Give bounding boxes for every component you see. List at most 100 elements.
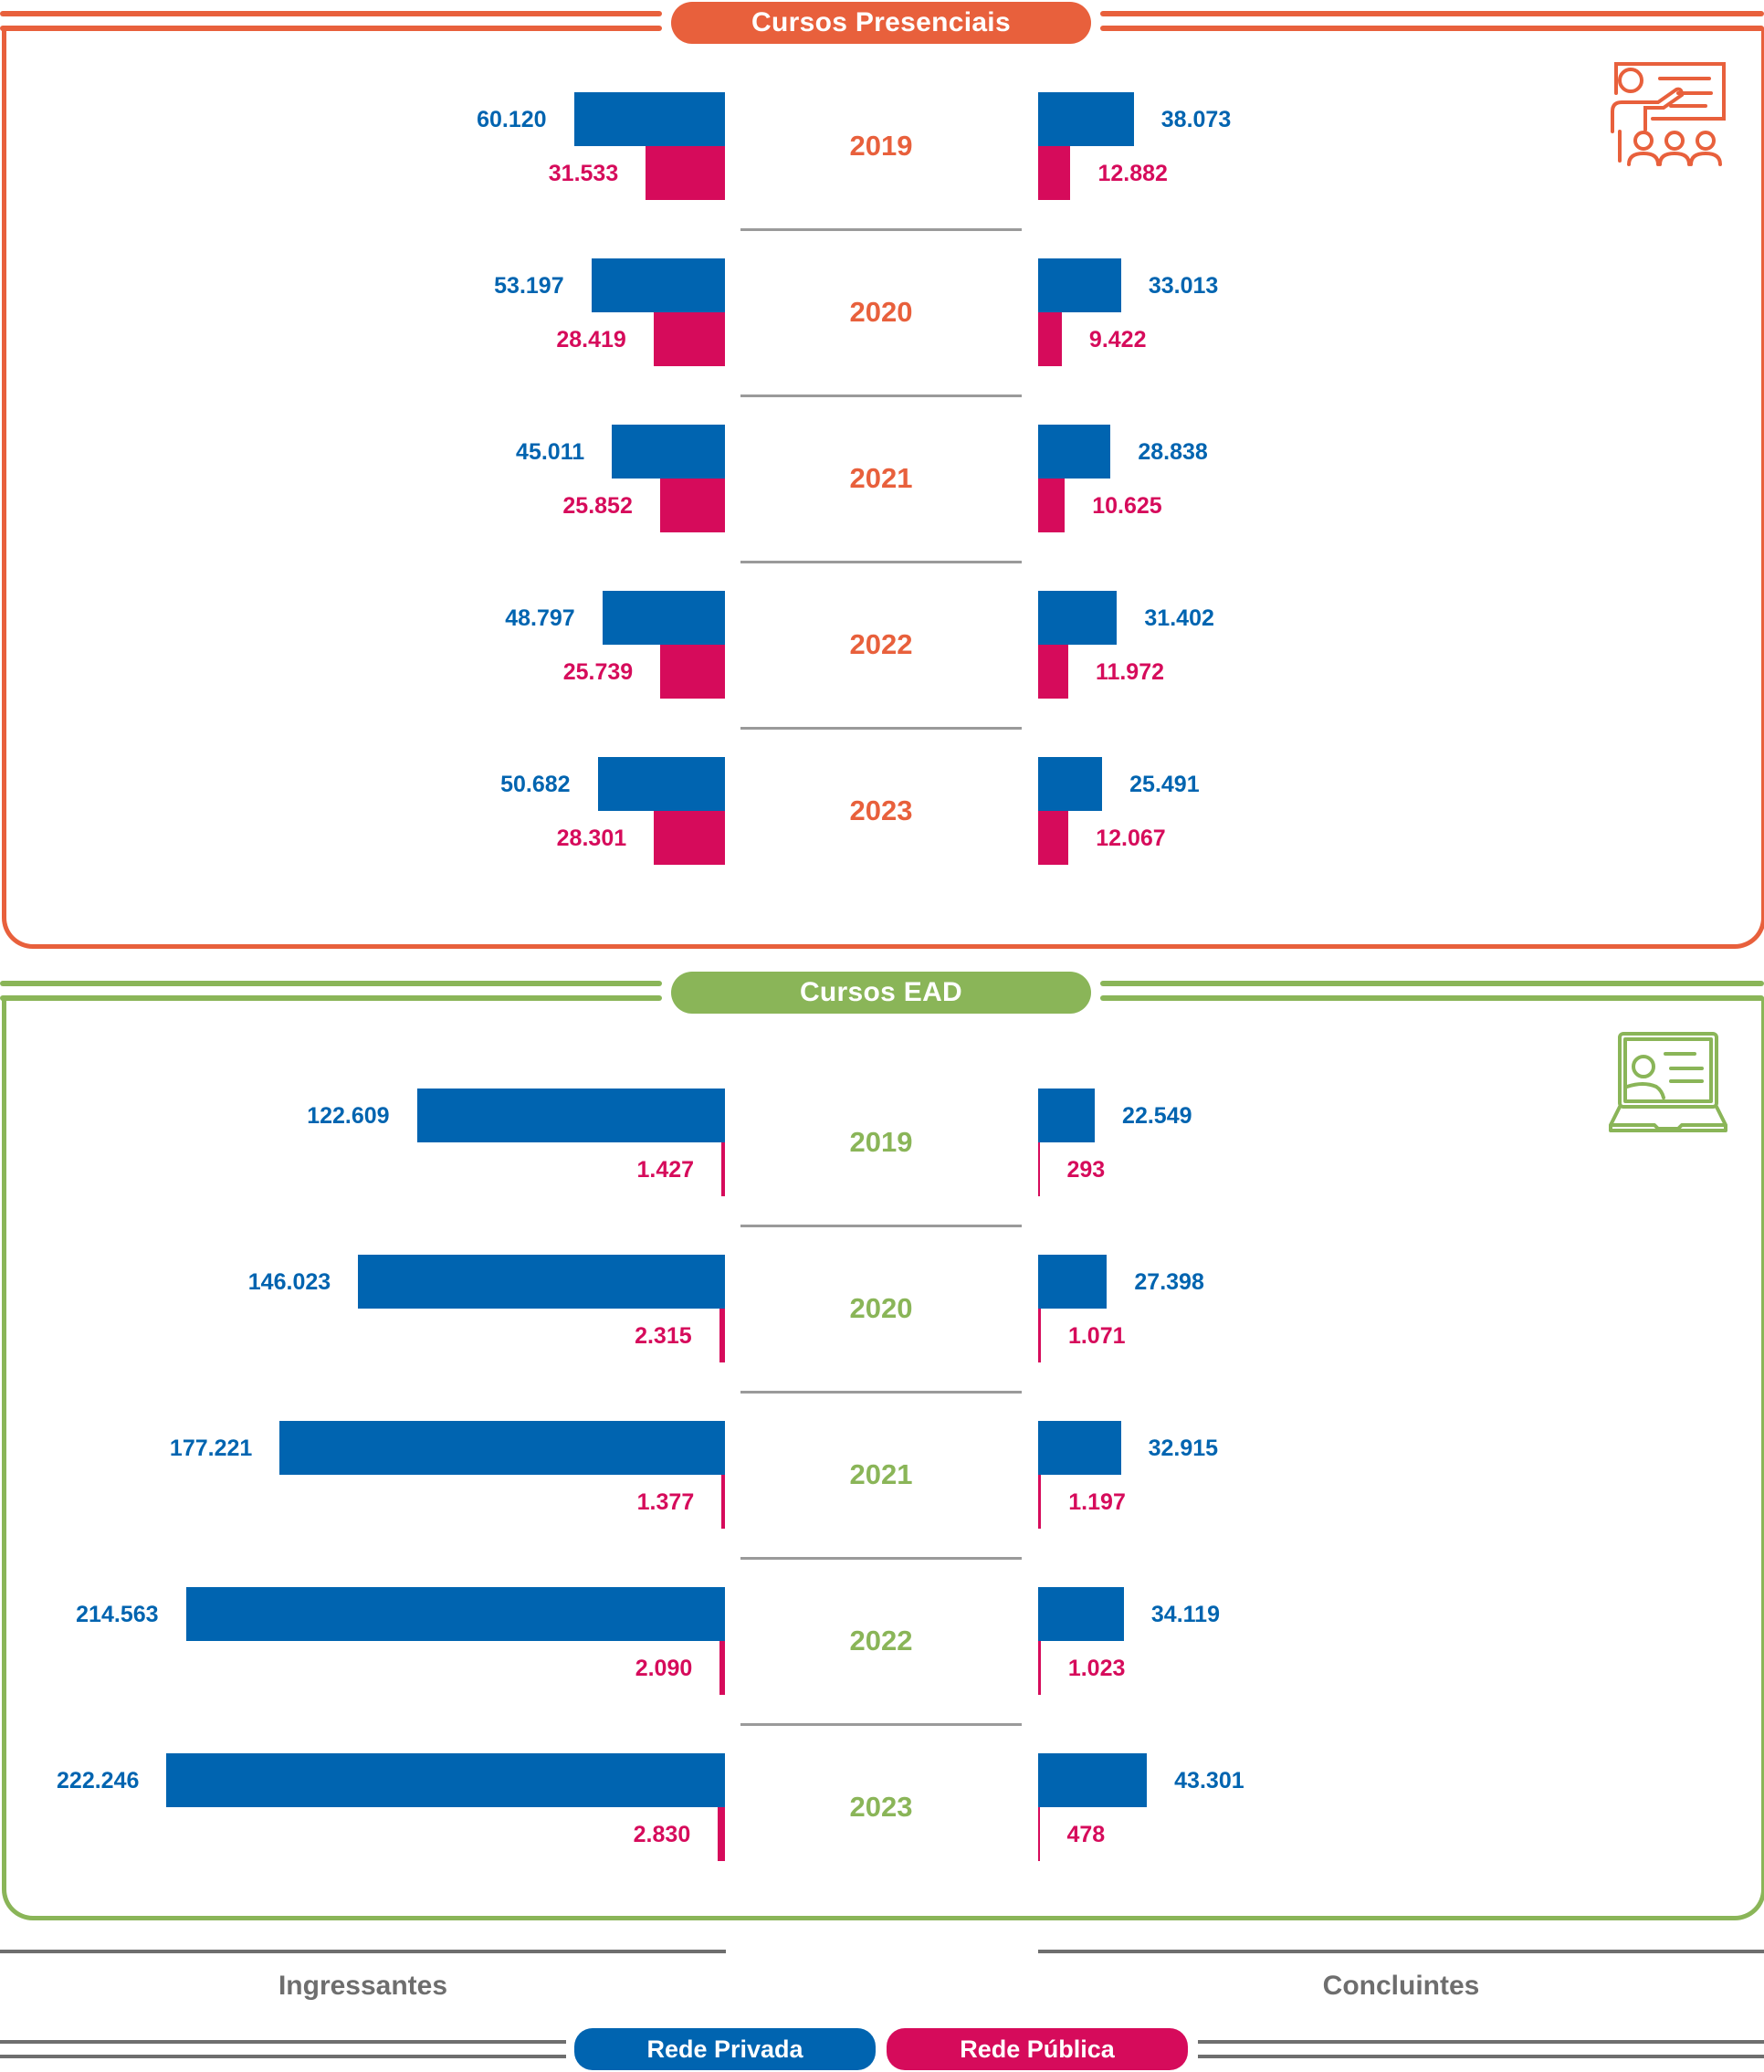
- label-concluintes-publica: 1.071: [1067, 1322, 1126, 1349]
- label-ingressantes-publica: 28.301: [556, 825, 627, 851]
- laptop-video-call-icon: [1609, 1032, 1727, 1132]
- label-ingressantes-publica: 2.315: [635, 1322, 692, 1349]
- label-ingressantes-privada: 48.797: [505, 605, 575, 631]
- row-separator: [740, 727, 1022, 730]
- row-separator: [740, 561, 1022, 563]
- label-concluintes-publica: 9.422: [1088, 326, 1147, 352]
- label-ingressantes-publica: 25.852: [562, 492, 633, 519]
- section-frame: [2, 997, 1764, 1920]
- label-ingressantes-publica: 28.419: [556, 326, 626, 352]
- bar-concluintes-publica: [1038, 1142, 1040, 1196]
- label-ingressantes-privada: 146.023: [247, 1268, 331, 1295]
- concluintes-label: Concluintes: [1322, 1971, 1480, 2001]
- label-ingressantes-privada: 53.197: [494, 272, 564, 299]
- bar-concluintes-publica: [1038, 312, 1062, 366]
- bar-ingressantes-privada: [279, 1421, 725, 1475]
- label-concluintes-privada: 34.119: [1150, 1601, 1220, 1627]
- label-ingressantes-privada: 60.120: [477, 106, 547, 132]
- legend-line: [0, 2040, 566, 2044]
- year-label: 2021: [849, 1458, 913, 1490]
- bar-concluintes-privada: [1038, 1421, 1121, 1475]
- header-line: [1100, 995, 1764, 1001]
- label-concluintes-privada: 28.838: [1138, 438, 1208, 465]
- bar-ingressantes-privada: [358, 1255, 725, 1309]
- bar-concluintes-privada: [1038, 1753, 1148, 1807]
- classroom-presenter-icon: [1611, 62, 1726, 166]
- legend-line: [1198, 2040, 1764, 2044]
- bar-ingressantes-publica: [654, 811, 725, 865]
- bar-ingressantes-publica: [646, 146, 725, 200]
- bar-concluintes-privada: [1038, 1255, 1108, 1309]
- bar-concluintes-privada: [1038, 425, 1111, 479]
- label-concluintes-publica: 1.023: [1067, 1655, 1126, 1681]
- bar-ingressantes-privada: [573, 92, 725, 146]
- row-separator: [740, 228, 1022, 231]
- ingressantes-label: Ingressantes: [278, 1971, 448, 2001]
- label-ingressantes-privada: 50.682: [500, 771, 571, 797]
- label-concluintes-publica: 10.625: [1092, 492, 1162, 519]
- year-label: 2019: [849, 1126, 913, 1158]
- label-ingressantes-privada: 214.563: [76, 1601, 159, 1627]
- bar-ingressantes-publica: [659, 479, 725, 532]
- bar-ingressantes-privada: [602, 591, 725, 645]
- bar-ingressantes-publica: [719, 1309, 725, 1362]
- section-title: Cursos EAD: [671, 972, 1091, 1014]
- bar-concluintes-publica: [1038, 479, 1066, 532]
- bar-concluintes-privada: [1038, 591, 1118, 645]
- header-line: [1100, 981, 1764, 986]
- label-ingressantes-publica: 2.090: [635, 1655, 693, 1681]
- year-label: 2021: [849, 462, 913, 494]
- bar-ingressantes-privada: [166, 1753, 725, 1807]
- label-ingressantes-publica: 2.830: [633, 1821, 691, 1847]
- bar-concluintes-publica: [1038, 1807, 1040, 1861]
- label-ingressantes-privada: 222.246: [57, 1767, 140, 1793]
- label-ingressantes-publica: 31.533: [548, 160, 619, 186]
- legend-line: [0, 2055, 566, 2058]
- section-frame: [2, 27, 1764, 949]
- bar-ingressantes-publica: [721, 1475, 725, 1529]
- label-ingressantes-privada: 45.011: [516, 438, 585, 465]
- bar-ingressantes-privada: [612, 425, 725, 479]
- label-ingressantes-publica: 1.427: [636, 1156, 695, 1183]
- legend-rede-publica: Rede Pública: [887, 2028, 1188, 2070]
- label-concluintes-privada: 31.402: [1144, 605, 1214, 631]
- year-label: 2023: [849, 794, 913, 826]
- bar-concluintes-privada: [1038, 1587, 1124, 1641]
- bar-concluintes-publica: [1038, 1309, 1041, 1362]
- label-ingressantes-privada: 122.609: [307, 1102, 390, 1129]
- bar-concluintes-privada: [1038, 258, 1121, 312]
- bar-concluintes-publica: [1038, 1475, 1042, 1529]
- header-line: [0, 26, 662, 31]
- label-concluintes-privada: 43.301: [1174, 1767, 1244, 1793]
- label-concluintes-publica: 478: [1066, 1821, 1106, 1847]
- bar-concluintes-privada: [1038, 92, 1134, 146]
- bar-ingressantes-publica: [721, 1142, 725, 1196]
- label-concluintes-privada: 25.491: [1129, 771, 1200, 797]
- bar-ingressantes-publica: [653, 312, 725, 366]
- label-concluintes-publica: 293: [1066, 1156, 1106, 1183]
- header-line: [1100, 11, 1764, 16]
- label-ingressantes-publica: 1.377: [636, 1488, 695, 1515]
- bar-concluintes-publica: [1038, 146, 1071, 200]
- row-separator: [740, 1557, 1022, 1560]
- label-concluintes-publica: 11.972: [1095, 658, 1165, 685]
- year-label: 2020: [849, 296, 913, 328]
- bar-concluintes-publica: [1038, 811, 1069, 865]
- header-line: [0, 981, 662, 986]
- year-label: 2022: [849, 628, 913, 660]
- bar-ingressantes-privada: [597, 757, 725, 811]
- label-concluintes-privada: 22.549: [1122, 1102, 1192, 1129]
- label-ingressantes-publica: 25.739: [562, 658, 634, 685]
- label-concluintes-privada: 32.915: [1148, 1435, 1219, 1461]
- label-concluintes-publica: 12.882: [1097, 160, 1168, 186]
- bar-ingressantes-privada: [591, 258, 725, 312]
- divider-concluintes: [1038, 1950, 1764, 1953]
- bar-concluintes-privada: [1038, 757, 1103, 811]
- divider-ingressantes: [0, 1950, 726, 1953]
- header-line: [0, 995, 662, 1001]
- label-ingressantes-privada: 177.221: [169, 1435, 253, 1461]
- label-concluintes-privada: 33.013: [1148, 272, 1219, 299]
- year-label: 2022: [849, 1625, 913, 1657]
- bar-concluintes-privada: [1038, 1089, 1096, 1142]
- row-separator: [740, 1391, 1022, 1394]
